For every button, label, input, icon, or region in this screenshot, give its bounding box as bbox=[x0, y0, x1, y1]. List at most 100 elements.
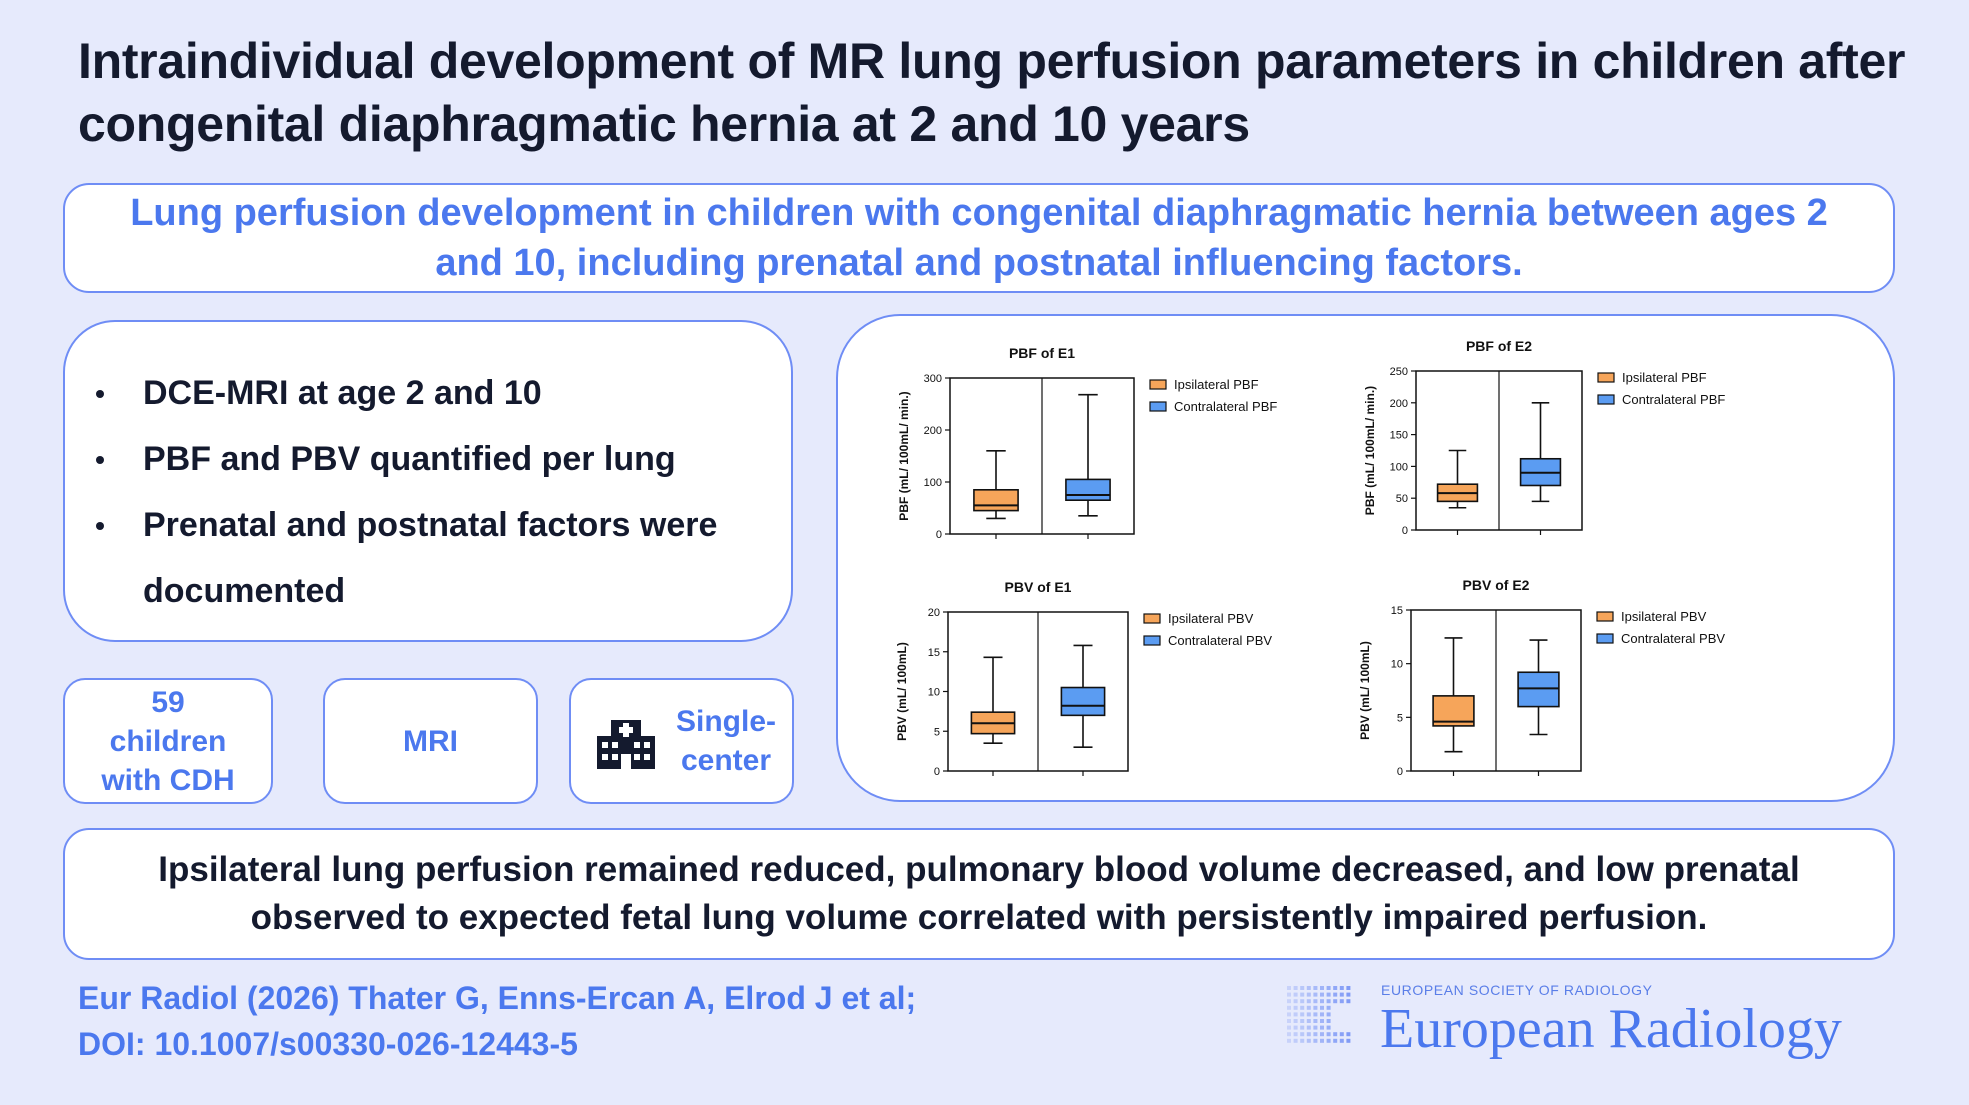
method-item: PBF and PBV quantified per lung bbox=[65, 426, 791, 492]
logo-dot bbox=[1300, 1032, 1305, 1037]
logo-dot bbox=[1293, 1005, 1298, 1010]
box-series-contralateral: Contralateral PBV bbox=[1517, 631, 1725, 776]
logo-dot bbox=[1313, 1012, 1318, 1017]
logo-dot bbox=[1300, 1038, 1305, 1043]
y-tick-label: 150 bbox=[1390, 430, 1408, 442]
result-text: Ipsilateral lung perfusion remained redu… bbox=[158, 850, 1800, 937]
citation-authors: Eur Radiol (2026) Thater G, Enns-Ercan A… bbox=[78, 980, 917, 1016]
logo-dot bbox=[1320, 992, 1324, 997]
y-tick-label: 5 bbox=[934, 726, 940, 738]
box-series-ipsilateral: Ipsilateral PBF bbox=[973, 377, 1259, 539]
logo-dot bbox=[1339, 999, 1344, 1004]
legend-label: Contralateral PBF bbox=[1174, 399, 1277, 414]
y-tick-label: 5 bbox=[1397, 712, 1403, 724]
legend-swatch bbox=[1149, 379, 1167, 390]
logo-dot bbox=[1313, 1005, 1318, 1010]
logo-dot bbox=[1287, 1012, 1291, 1017]
logo-dot bbox=[1300, 992, 1305, 997]
legend-label: Contralateral PBF bbox=[1622, 392, 1725, 407]
box-series-ipsilateral: Ipsilateral PBV bbox=[970, 611, 1254, 776]
patients-stat: 59 children with CDH bbox=[63, 678, 273, 804]
logo-dot bbox=[1313, 999, 1318, 1004]
y-tick-label: 0 bbox=[1402, 525, 1408, 537]
y-axis-label: PBF (mL/ 100mL/ min.) bbox=[897, 391, 911, 520]
legend-label: Ipsilateral PBF bbox=[1174, 377, 1259, 392]
legend-swatch bbox=[1597, 372, 1615, 383]
y-tick-label: 100 bbox=[924, 477, 942, 489]
journal-name: European Radiology bbox=[1380, 998, 1842, 1060]
logo-dot bbox=[1346, 999, 1351, 1004]
logo-dot bbox=[1326, 999, 1331, 1004]
logo-dot bbox=[1326, 1005, 1331, 1010]
citation: Eur Radiol (2026) Thater G, Enns-Ercan A… bbox=[78, 975, 916, 1067]
logo-dot bbox=[1326, 992, 1331, 997]
logo-dot bbox=[1346, 986, 1351, 990]
box-series-contralateral: Contralateral PBF bbox=[1065, 393, 1277, 539]
methods-list: DCE-MRI at age 2 and 10 PBF and PBV quan… bbox=[65, 322, 791, 624]
y-axis-label: PBV (mL/ 100mL) bbox=[1358, 641, 1372, 740]
legend-swatch bbox=[1149, 401, 1167, 412]
citation-doi: DOI: 10.1007/s00330-026-12443-5 bbox=[78, 1026, 578, 1062]
logo-dot bbox=[1293, 1019, 1298, 1023]
logo-dot bbox=[1320, 1019, 1324, 1023]
logo-dot bbox=[1326, 1012, 1331, 1017]
chart-title: PBF of E2 bbox=[1466, 338, 1532, 354]
logo-dot bbox=[1339, 1032, 1344, 1037]
hospital-icon bbox=[597, 720, 655, 769]
y-tick-label: 10 bbox=[1391, 659, 1403, 671]
logo-dot bbox=[1333, 1032, 1338, 1037]
y-tick-label: 0 bbox=[936, 529, 942, 541]
aim-box: Lung perfusion development in children w… bbox=[63, 183, 1895, 293]
logo-dot bbox=[1320, 1005, 1324, 1010]
logo-dot bbox=[1293, 1012, 1298, 1017]
logo-dot bbox=[1320, 986, 1324, 990]
logo-dot bbox=[1287, 1019, 1291, 1023]
logo-dot bbox=[1313, 1038, 1318, 1043]
logo-dot bbox=[1300, 1019, 1305, 1023]
logo-dot bbox=[1313, 1025, 1318, 1030]
page-title: Intraindividual development of MR lung p… bbox=[78, 33, 1906, 152]
y-tick-label: 20 bbox=[928, 607, 940, 619]
chart-title: PBV of E2 bbox=[1463, 577, 1530, 593]
box-series-ipsilateral: Ipsilateral PBV bbox=[1432, 609, 1707, 776]
chart-title: PBF of E1 bbox=[1009, 345, 1075, 361]
logo-dot bbox=[1333, 992, 1338, 997]
logo-dot bbox=[1326, 986, 1331, 990]
logo-dot bbox=[1300, 1012, 1305, 1017]
y-tick-label: 200 bbox=[1390, 398, 1408, 410]
logo-dot bbox=[1306, 999, 1311, 1004]
legend-label: Ipsilateral PBV bbox=[1168, 611, 1254, 626]
y-axis-label: PBV (mL/ 100mL) bbox=[895, 642, 909, 741]
logo-dot bbox=[1333, 986, 1338, 990]
logo-dot bbox=[1287, 1005, 1291, 1010]
logo-dot bbox=[1306, 1019, 1311, 1023]
logo-dot bbox=[1320, 1025, 1324, 1030]
logo-dot bbox=[1313, 1019, 1318, 1023]
center-stat: Single-center bbox=[569, 678, 794, 804]
logo-dot bbox=[1306, 1012, 1311, 1017]
y-tick-label: 15 bbox=[928, 647, 940, 659]
logo-dot bbox=[1339, 1038, 1344, 1043]
y-tick-label: 100 bbox=[1390, 461, 1408, 473]
logo-dot bbox=[1326, 1038, 1331, 1043]
box-iqr bbox=[1065, 478, 1111, 501]
legend-swatch bbox=[1143, 613, 1161, 624]
y-tick-label: 0 bbox=[1397, 766, 1403, 778]
logo-dot bbox=[1300, 986, 1305, 990]
logo-dot bbox=[1313, 1032, 1318, 1037]
logo-dot bbox=[1320, 1038, 1324, 1043]
logo-dot bbox=[1326, 1025, 1331, 1030]
logo-dot bbox=[1306, 1038, 1311, 1043]
box-iqr bbox=[1517, 671, 1560, 708]
logo-dot bbox=[1346, 1032, 1351, 1037]
y-tick-label: 300 bbox=[924, 373, 942, 385]
logo-dot bbox=[1300, 999, 1305, 1004]
logo-dot bbox=[1293, 986, 1298, 990]
legend-label: Ipsilateral PBV bbox=[1621, 609, 1707, 624]
patients-stat-text: 59 children with CDH bbox=[101, 685, 235, 797]
logo-dot bbox=[1306, 1025, 1311, 1030]
legend-swatch bbox=[1596, 611, 1614, 622]
legend-label: Contralateral PBV bbox=[1621, 631, 1725, 646]
charts-panel: PBF of E1 0 100 200 300 PBF (mL/ 100mL/ min.)… bbox=[836, 314, 1895, 802]
logo-dot bbox=[1306, 1005, 1311, 1010]
